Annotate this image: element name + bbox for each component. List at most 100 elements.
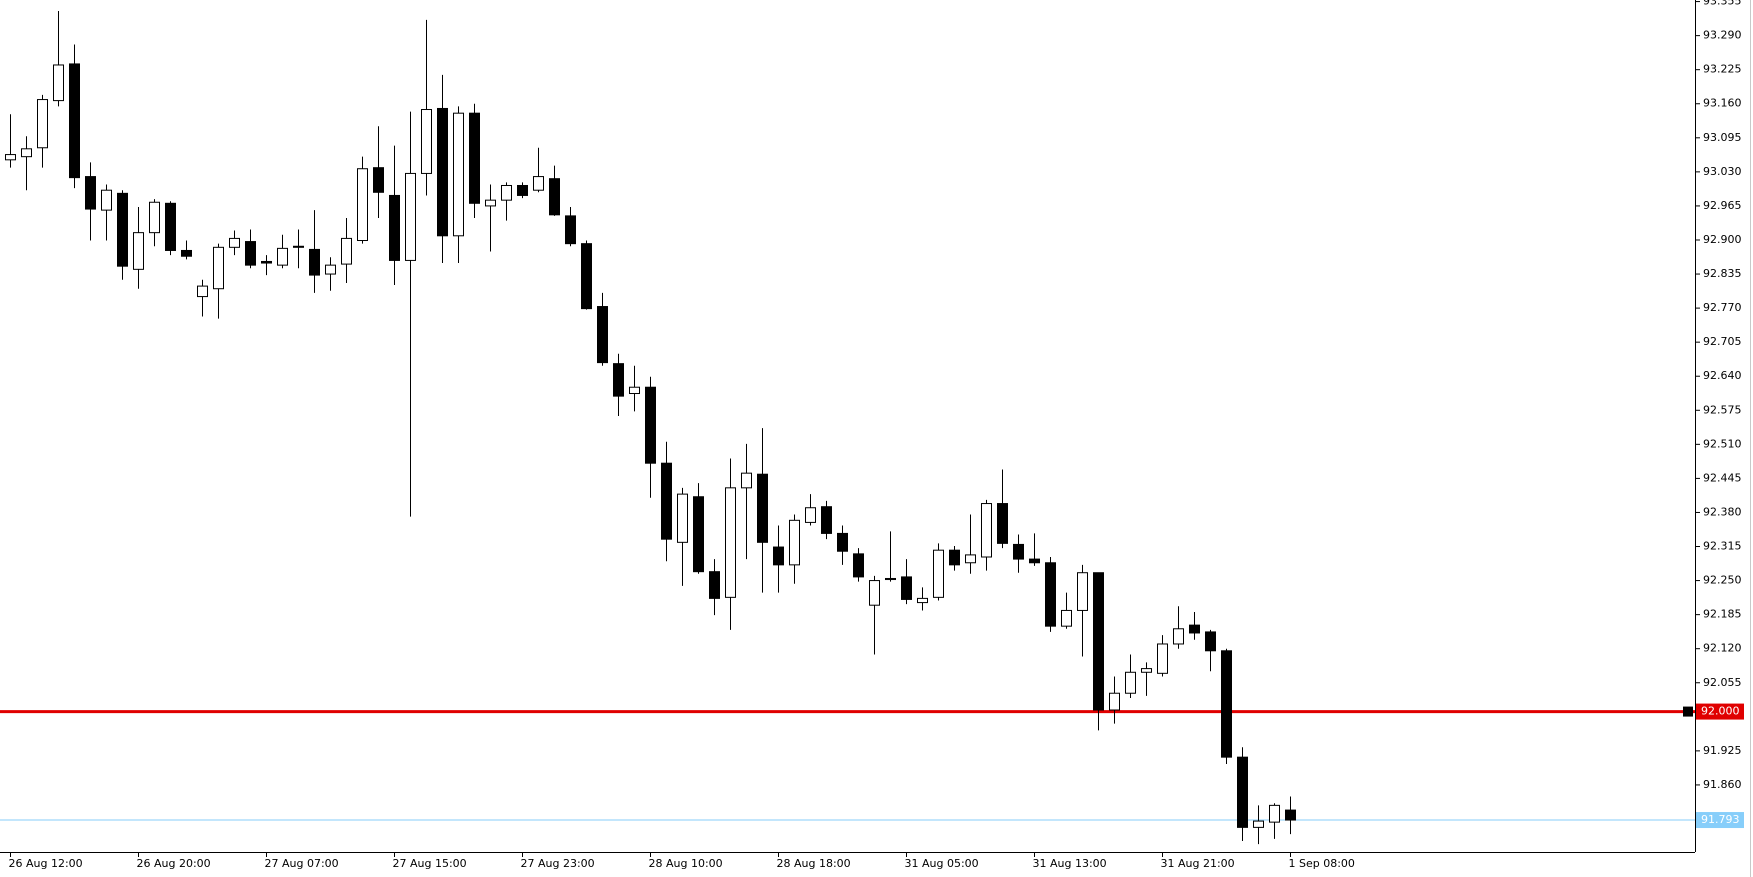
candle-body: [837, 532, 848, 552]
candle-body: [261, 260, 272, 264]
candle-body: [1125, 671, 1136, 694]
x-tick-label: 28 Aug 10:00: [649, 857, 723, 870]
candle-body: [1045, 562, 1056, 627]
y-tick-label: 93.225: [1703, 63, 1742, 76]
candle-body: [469, 112, 480, 204]
candle-body: [213, 246, 224, 290]
price-label: 92.000: [1701, 705, 1740, 718]
candle-body: [1285, 809, 1296, 821]
y-tick-label: 93.160: [1703, 97, 1742, 110]
candle-body: [933, 549, 944, 598]
candle-body: [69, 63, 80, 179]
candle-body: [821, 506, 832, 534]
y-tick-label: 92.315: [1703, 540, 1742, 553]
candle-body: [117, 192, 128, 267]
candle-body: [549, 178, 560, 216]
candle-body: [565, 215, 576, 245]
candle-body: [373, 167, 384, 193]
x-tick-label: 31 Aug 21:00: [1161, 857, 1235, 870]
candle-body: [277, 247, 288, 266]
y-tick-label: 93.030: [1703, 165, 1742, 178]
candle-body: [357, 168, 368, 242]
candle-body: [853, 553, 864, 578]
candle-body: [1205, 631, 1216, 652]
candle-body: [85, 176, 96, 210]
candle-body: [773, 546, 784, 566]
candle-body: [661, 462, 672, 540]
candle-body: [677, 493, 688, 543]
y-tick-label: 92.965: [1703, 199, 1742, 212]
candle-body: [501, 184, 512, 201]
price-label-box: [1696, 703, 1744, 720]
candle-body: [309, 248, 320, 276]
candle-body: [517, 184, 528, 196]
y-tick-label: 92.445: [1703, 471, 1742, 484]
candle-body: [21, 148, 32, 158]
candle-body: [325, 264, 336, 275]
candle-body: [101, 189, 112, 211]
candle-body: [1189, 624, 1200, 634]
candle-body: [997, 503, 1008, 544]
x-tick-label: 26 Aug 12:00: [9, 857, 83, 870]
y-tick-label: 92.250: [1703, 574, 1742, 587]
candle-body: [613, 363, 624, 397]
candle-body: [597, 306, 608, 364]
y-tick-label: 92.185: [1703, 608, 1742, 621]
candle-body: [901, 576, 912, 600]
x-tick-label: 31 Aug 05:00: [905, 857, 979, 870]
y-tick-label: 91.860: [1703, 778, 1742, 791]
candle-body: [133, 232, 144, 270]
candle-body: [581, 243, 592, 310]
candle-body: [1253, 820, 1264, 828]
candle-body: [453, 112, 464, 237]
candle-body: [37, 99, 48, 149]
candle-body: [1093, 572, 1104, 711]
candle-body: [181, 249, 192, 257]
candle-body: [1141, 668, 1152, 673]
candle-body: [533, 176, 544, 191]
x-tick-label: 27 Aug 07:00: [265, 857, 339, 870]
candle-body: [485, 199, 496, 207]
y-tick-label: 92.770: [1703, 301, 1742, 314]
y-tick-label: 92.510: [1703, 437, 1742, 450]
candle-body: [645, 386, 656, 464]
candle-body: [421, 109, 432, 174]
candle-body: [741, 472, 752, 489]
candle-body: [149, 201, 160, 234]
y-tick-label: 93.355: [1703, 0, 1742, 8]
y-tick-label: 92.705: [1703, 335, 1742, 348]
x-tick-label: 27 Aug 23:00: [521, 857, 595, 870]
candle-body: [949, 549, 960, 566]
candle-body: [757, 473, 768, 543]
candle-body: [165, 202, 176, 251]
price-marker: [1683, 706, 1693, 717]
candle-body: [1061, 609, 1072, 627]
candle-body: [437, 107, 448, 237]
candle-body: [229, 237, 240, 248]
candle-body: [965, 554, 976, 564]
candle-body: [725, 487, 736, 598]
candle-body: [693, 496, 704, 573]
y-tick-label: 92.835: [1703, 267, 1742, 280]
candle-body: [885, 577, 896, 581]
x-tick-label: 1 Sep 08:00: [1289, 857, 1355, 870]
candle-body: [709, 571, 720, 599]
y-tick-label: 93.290: [1703, 29, 1742, 42]
candle-body: [981, 503, 992, 558]
candle-body: [1109, 692, 1120, 711]
candle-body: [5, 154, 16, 161]
y-tick-label: 93.095: [1703, 131, 1742, 144]
candle-body: [245, 241, 256, 266]
candle-body: [629, 386, 640, 395]
candle-body: [1013, 543, 1024, 560]
y-tick-label: 92.120: [1703, 642, 1742, 655]
candle-body: [405, 172, 416, 261]
y-tick-label: 92.380: [1703, 505, 1742, 518]
candle-body: [917, 597, 928, 604]
candle-body: [197, 285, 208, 298]
x-tick-label: 26 Aug 20:00: [137, 857, 211, 870]
candle-body: [341, 237, 352, 265]
candle-body: [389, 194, 400, 261]
